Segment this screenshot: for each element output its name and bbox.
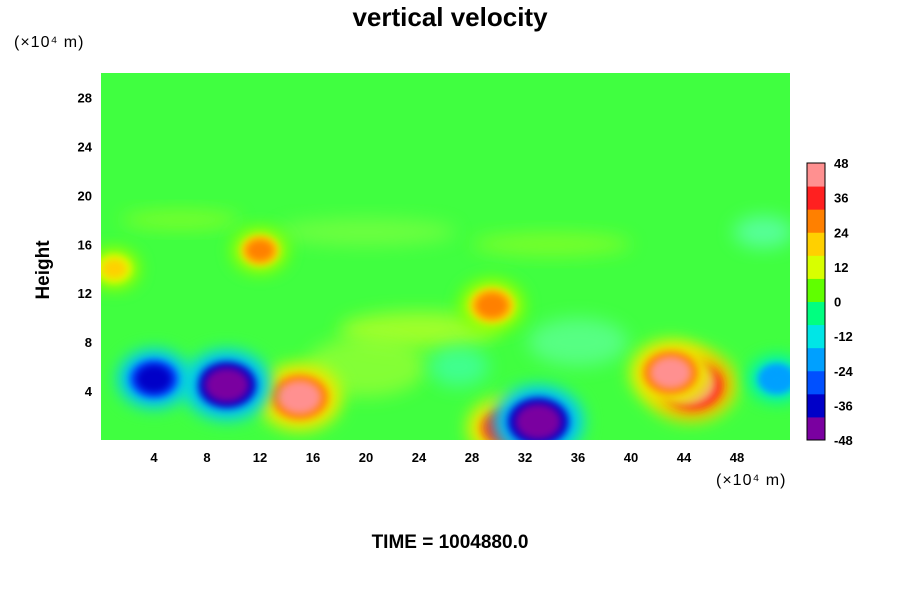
colorbar-tick-label: 0 bbox=[834, 295, 841, 310]
x-tick-label: 32 bbox=[518, 450, 532, 465]
heatmap-field bbox=[101, 73, 790, 440]
colorbar-swatch bbox=[807, 301, 825, 326]
field-feature bbox=[204, 367, 250, 403]
colorbar-tick-label: -24 bbox=[834, 364, 854, 379]
field-texture bbox=[428, 346, 489, 387]
field-feature bbox=[135, 364, 173, 394]
colorbar-swatch bbox=[807, 324, 825, 349]
x-tick-label: 20 bbox=[359, 450, 373, 465]
x-tick-label: 24 bbox=[412, 450, 427, 465]
x-tick-label: 40 bbox=[624, 450, 638, 465]
x-tick-label: 12 bbox=[253, 450, 267, 465]
colorbar-tick-label: -36 bbox=[834, 398, 853, 413]
colorbar-swatch bbox=[807, 163, 825, 187]
y-tick-label: 20 bbox=[78, 188, 92, 203]
field-feature bbox=[515, 403, 562, 440]
y-axis: 4 8 12 16 20 24 28 bbox=[78, 90, 93, 399]
field-feature bbox=[278, 380, 322, 415]
chart-title: vertical velocity bbox=[352, 2, 548, 32]
field-texture bbox=[306, 336, 426, 397]
y-tick-label: 8 bbox=[85, 335, 92, 350]
x-tick-label: 8 bbox=[203, 450, 210, 465]
field-texture bbox=[733, 216, 790, 249]
field-texture bbox=[471, 232, 632, 257]
x-tick-label: 28 bbox=[465, 450, 479, 465]
x-tick-label: 36 bbox=[571, 450, 585, 465]
field-feature bbox=[762, 367, 790, 390]
x-axis-unit: (×10⁴ m) bbox=[716, 472, 787, 489]
y-tick-label: 4 bbox=[85, 384, 93, 399]
x-tick-label: 16 bbox=[306, 450, 320, 465]
time-label: TIME = 1004880.0 bbox=[371, 532, 529, 553]
x-tick-label: 48 bbox=[730, 450, 744, 465]
field-texture bbox=[528, 318, 628, 367]
colorbar-swatch bbox=[807, 370, 825, 395]
colorbar-tick-label: 48 bbox=[834, 156, 848, 171]
field-feature bbox=[650, 356, 692, 389]
field-feature bbox=[475, 292, 509, 319]
field-feature bbox=[245, 239, 275, 262]
colorbar-frame bbox=[806, 162, 826, 441]
colorbar: 48 36 24 12 0 -12 -24 -36 -48 bbox=[806, 156, 854, 448]
colorbar-swatch bbox=[807, 347, 825, 372]
colorbar-swatch bbox=[807, 255, 825, 279]
colorbar-swatch bbox=[807, 186, 825, 210]
y-tick-label: 16 bbox=[78, 237, 92, 252]
y-axis-unit: (×10⁴ m) bbox=[14, 34, 85, 51]
colorbar-swatch bbox=[807, 232, 825, 256]
y-tick-label: 28 bbox=[78, 90, 92, 105]
colorbar-tick-label: -48 bbox=[834, 433, 853, 448]
field-feature bbox=[101, 258, 127, 279]
colorbar-tick-label: 12 bbox=[834, 260, 848, 275]
y-tick-label: 24 bbox=[78, 139, 93, 154]
y-tick-label: 12 bbox=[78, 286, 92, 301]
colorbar-tick-label: 36 bbox=[834, 191, 848, 206]
colorbar-swatch bbox=[807, 278, 825, 302]
field-texture bbox=[120, 209, 241, 230]
colorbar-tick-label: 24 bbox=[834, 225, 849, 240]
x-tick-label: 44 bbox=[677, 450, 692, 465]
x-tick-label: 4 bbox=[150, 450, 158, 465]
colorbar-swatch bbox=[807, 209, 825, 233]
field-texture bbox=[276, 218, 456, 247]
colorbar-tick-label: -12 bbox=[834, 329, 853, 344]
colorbar-swatch bbox=[807, 416, 825, 441]
x-axis: 4 8 12 16 20 24 28 32 36 40 44 48 bbox=[150, 450, 744, 465]
colorbar-swatch bbox=[807, 393, 825, 418]
